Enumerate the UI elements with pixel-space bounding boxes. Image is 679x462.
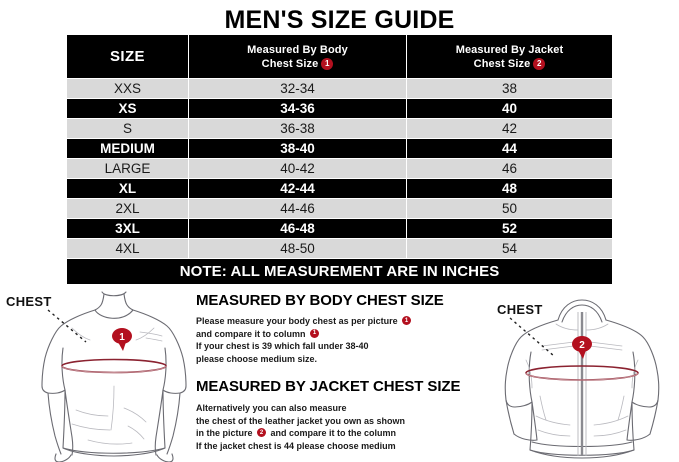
header-body-line2-wrap: Chest Size 1: [262, 57, 334, 71]
instruction-section-jacket: MEASURED BY JACKET CHEST SIZE Alternativ…: [196, 378, 486, 452]
size-table: SIZE Measured By Body Chest Size 1 Measu…: [67, 35, 612, 284]
instruction-line: in the picture 2 and compare it to the c…: [196, 427, 486, 440]
cell-jacket-chest: 52: [407, 219, 612, 238]
cell-size: 3XL: [67, 219, 188, 238]
cell-jacket-chest: 46: [407, 159, 612, 178]
cell-jacket-chest: 38: [407, 79, 612, 98]
instruction-line: and compare it to column 1: [196, 328, 486, 341]
page-title: MEN'S SIZE GUIDE: [224, 6, 455, 34]
instruction-text: If your chest is 39 which fall under 38-…: [196, 341, 369, 351]
header-size-label: SIZE: [110, 48, 145, 65]
table-row: 2XL 44-46 50: [67, 199, 612, 218]
cell-size: XXS: [67, 79, 188, 98]
badge-2-icon: 2: [533, 57, 546, 70]
section-heading-jacket: MEASURED BY JACKET CHEST SIZE: [196, 378, 486, 395]
table-body: XXS 32-34 38 XS 34-36 40 S 36-38 42 MEDIUM 38-40 44…: [67, 79, 612, 258]
cell-body-chest: 36-38: [189, 119, 406, 138]
section-heading-jacket-text: MEASURED BY JACKET CHEST SIZE: [196, 378, 461, 395]
cell-body-chest: 48-50: [189, 239, 406, 258]
badge-1-icon: 1: [310, 328, 320, 338]
table-row: XXS 32-34 38: [67, 79, 612, 98]
instruction-text: in the picture: [196, 428, 256, 438]
cell-jacket-chest: 42: [407, 119, 612, 138]
chest-pointer-line: [509, 317, 555, 357]
cell-size: 4XL: [67, 239, 188, 258]
instruction-text: the chest of the leather jacket you own …: [196, 415, 406, 426]
cell-jacket-chest: 54: [407, 239, 612, 258]
cell-body-chest: 32-34: [189, 79, 406, 98]
header-cell-body-chest: Measured By Body Chest Size 1: [189, 35, 406, 78]
badge-2-icon: 2: [257, 428, 267, 438]
svg-text:1: 1: [119, 332, 125, 343]
instructions-column: MEASURED BY BODY CHEST SIZE Please measu…: [196, 292, 486, 452]
svg-text:2: 2: [579, 340, 585, 351]
cell-size: MEDIUM: [67, 139, 188, 158]
tshirt-illustration: 1: [41, 291, 187, 462]
jacket-illustration: 2: [504, 299, 660, 459]
header-cell-jacket-chest: Measured By Jacket Chest Size 2: [407, 35, 612, 78]
cell-jacket-chest: 40: [407, 99, 612, 118]
badge-1-illustration-icon: 1: [112, 328, 132, 351]
instruction-line: If the jacket chest is 44 please choose …: [196, 440, 486, 453]
instruction-text: and compare it to column: [196, 328, 309, 339]
cell-jacket-chest: 50: [407, 199, 612, 218]
instruction-text: Alternatively you can also measure: [196, 403, 347, 413]
table-row: LARGE 40-42 46: [67, 159, 612, 178]
section-heading-body: MEASURED BY BODY CHEST SIZE: [196, 292, 486, 309]
instruction-line: the chest of the leather jacket you own …: [196, 415, 486, 428]
cell-size: XS: [67, 99, 188, 118]
header-jacket-line1: Measured By Jacket: [455, 43, 564, 56]
cell-body-chest: 46-48: [189, 219, 406, 238]
instruction-line: please choose medium size.: [196, 353, 486, 366]
instruction-text: please choose medium size.: [196, 353, 318, 364]
chest-label-right: CHEST: [497, 302, 543, 317]
table-row: XS 34-36 40: [67, 99, 612, 118]
cell-jacket-chest: 48: [407, 179, 612, 198]
cell-body-chest: 44-46: [189, 199, 406, 218]
chest-pointer-line: [47, 309, 87, 343]
cell-size: LARGE: [67, 159, 188, 178]
header-body-line2: Chest Size: [261, 57, 319, 70]
header-jacket-line2: Chest Size: [473, 57, 531, 70]
badge-1-icon: 1: [321, 57, 334, 70]
cell-jacket-chest: 44: [407, 139, 612, 158]
instruction-text: and compare it to the column: [268, 428, 397, 438]
table-row: MEDIUM 38-40 44: [67, 139, 612, 158]
table-row: 4XL 48-50 54: [67, 239, 612, 258]
badge-2-illustration-icon: 2: [572, 336, 592, 359]
cell-body-chest: 38-40: [189, 139, 406, 158]
table-row: S 36-38 42: [67, 119, 612, 138]
cell-size: XL: [67, 179, 188, 198]
instruction-section-body: MEASURED BY BODY CHEST SIZE Please measu…: [196, 292, 486, 365]
table-row: 3XL 46-48 52: [67, 219, 612, 238]
zipper-icon: [577, 312, 587, 456]
instruction-line: Please measure your body chest as per pi…: [196, 315, 486, 328]
header-body-line1: Measured By Body: [247, 43, 348, 56]
badge-1-icon: 1: [402, 316, 412, 326]
section-body-lines: Please measure your body chest as per pi…: [196, 315, 486, 365]
table-row: XL 42-44 48: [67, 179, 612, 198]
table-note: NOTE: ALL MEASUREMENT ARE IN INCHES: [67, 259, 612, 284]
cell-size: 2XL: [67, 199, 188, 218]
instruction-line: Alternatively you can also measure: [196, 402, 486, 415]
cell-size: S: [67, 119, 188, 138]
header-cell-size: SIZE: [67, 35, 188, 78]
instruction-line: If your chest is 39 which fall under 38-…: [196, 340, 486, 353]
table-header-row: SIZE Measured By Body Chest Size 1 Measu…: [67, 35, 612, 78]
chest-label-left: CHEST: [6, 294, 52, 309]
cell-body-chest: 40-42: [189, 159, 406, 178]
measurement-guide-section: CHEST CHEST: [0, 288, 679, 462]
section-jacket-lines: Alternatively you can also measure the ch…: [196, 402, 486, 452]
cell-body-chest: 42-44: [189, 179, 406, 198]
cell-body-chest: 34-36: [189, 99, 406, 118]
section-heading-body-text: MEASURED BY BODY CHEST SIZE: [196, 292, 444, 309]
header-jacket-line2-wrap: Chest Size 2: [474, 57, 546, 71]
instruction-text: If the jacket chest is 44 please choose …: [196, 440, 396, 451]
instruction-text: Please measure your body chest as per pi…: [196, 316, 401, 326]
